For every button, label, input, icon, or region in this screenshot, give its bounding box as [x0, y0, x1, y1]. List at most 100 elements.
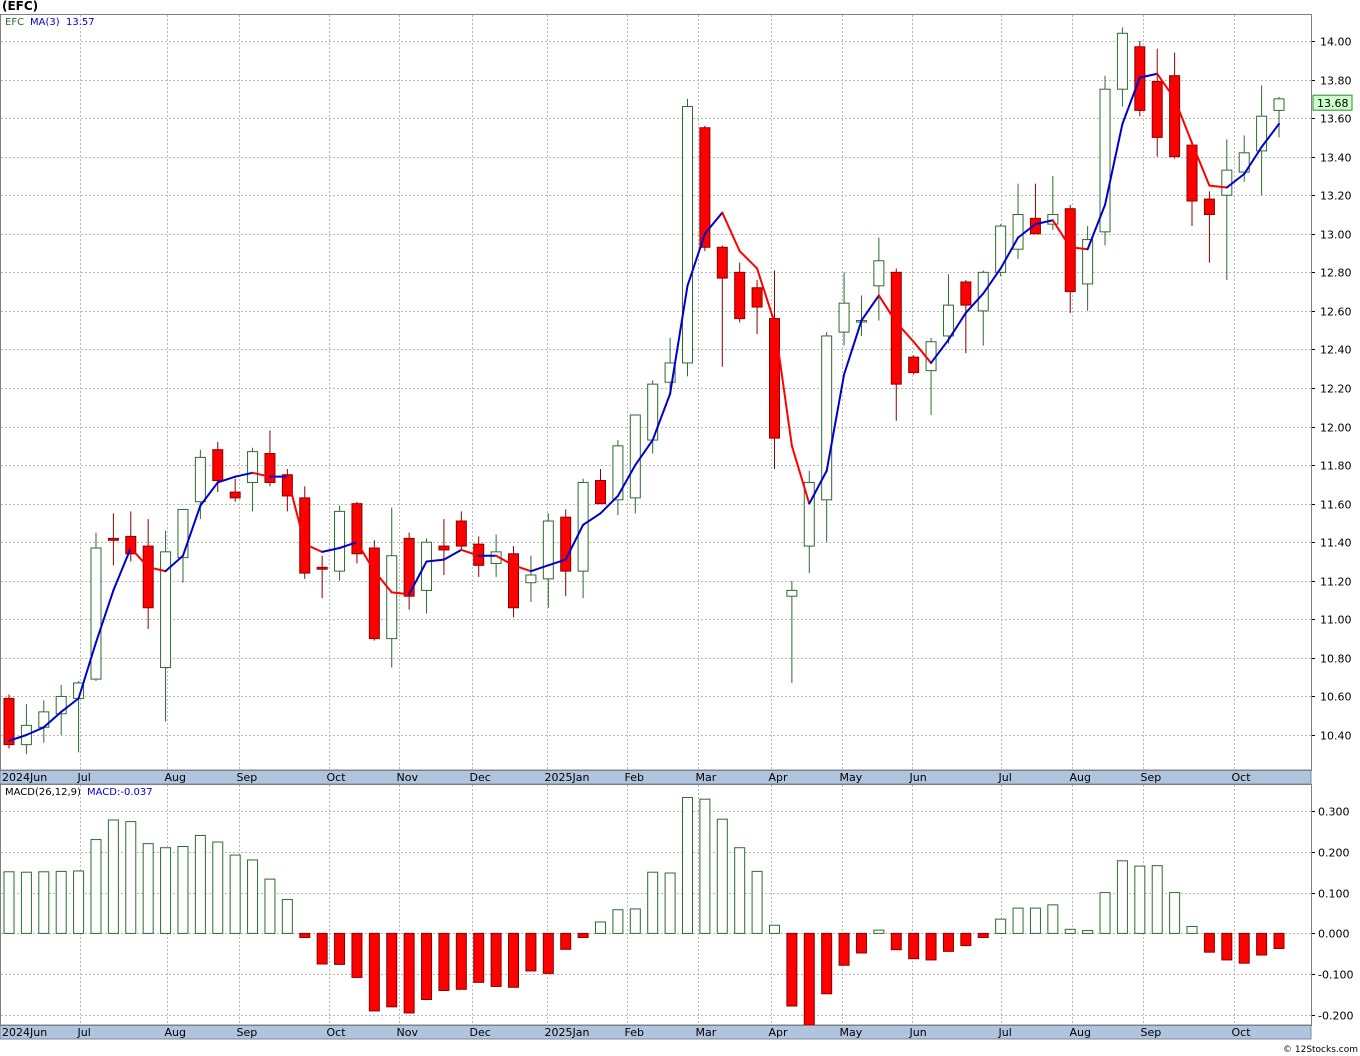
candle [316, 555, 328, 599]
price-tick-label: 13.00 [1320, 229, 1352, 242]
macd-bar [577, 932, 589, 938]
macd-bar [716, 818, 728, 934]
macd-legend-value: MACD:-0.037 [87, 787, 153, 798]
macd-bar [751, 870, 763, 934]
ma-segment [547, 558, 567, 567]
candle [508, 546, 520, 618]
candle [595, 468, 607, 505]
ma-segment [738, 250, 759, 270]
macd-tick-label: -0.200 [1318, 1010, 1353, 1023]
macd-bar [664, 872, 676, 934]
ma-segment [773, 321, 793, 447]
x-axis-label: Aug [1070, 1026, 1091, 1039]
macd-bar [368, 932, 380, 1012]
ma-segment [860, 294, 880, 322]
candle [960, 280, 972, 354]
candle-body [716, 246, 728, 279]
macd-bar [421, 932, 433, 1000]
x-axis-label: Jul [77, 771, 91, 784]
macd-tick-label: 0.100 [1318, 888, 1350, 901]
ma-segment [721, 211, 741, 253]
ma-segment [373, 570, 393, 594]
candle-body [1256, 115, 1268, 152]
price-tick-label: 11.20 [1320, 576, 1352, 589]
macd-bar [20, 871, 32, 934]
x-axis-label: Jul [998, 771, 1012, 784]
candle [55, 684, 67, 735]
macd-histogram [3, 797, 1285, 1026]
macd-bar [1116, 860, 1128, 934]
candle [664, 337, 676, 396]
ma-segment [1086, 203, 1107, 251]
candle [1099, 75, 1111, 246]
macd-bar [264, 878, 276, 934]
last-price-value: 13.68 [1317, 97, 1349, 110]
x-axis-label: Sep [237, 771, 258, 784]
macd-bar [38, 871, 50, 934]
macd-bar [542, 932, 554, 974]
macd-tick-label: -0.100 [1318, 969, 1353, 982]
price-tick-label: 12.40 [1320, 344, 1352, 357]
macd-bar [699, 798, 711, 934]
ma-segment [8, 734, 28, 742]
macd-bar [1238, 932, 1250, 964]
macd-tick-label: 0.200 [1318, 847, 1350, 860]
candle [890, 268, 902, 421]
macd-bar [1151, 865, 1163, 934]
candle [942, 274, 954, 344]
candle-body [177, 508, 189, 559]
candle [3, 694, 15, 749]
candle-body [1012, 214, 1024, 250]
macd-x-axis-labels: 2024Jun Jul Aug Sep Oct Nov Dec 2025Jan Feb Mar Ap… [2, 1026, 1251, 1039]
x-axis-label: Dec [470, 771, 491, 784]
price-tick-label: 11.80 [1320, 460, 1352, 473]
x-axis-label: 2024Jun [2, 771, 47, 784]
ma-segment [164, 554, 184, 573]
price-tick-label: 12.20 [1320, 383, 1352, 396]
ma-segment [1260, 122, 1280, 149]
x-axis-label: Sep [1141, 1026, 1162, 1039]
candle [351, 501, 363, 564]
price-panel-frame [0, 14, 1312, 771]
ma-segment [181, 504, 202, 557]
moving-average-line [8, 72, 1280, 742]
candle [212, 441, 224, 493]
ma-segment [42, 710, 63, 729]
ma-segment [790, 444, 811, 505]
candle [734, 262, 746, 323]
x-axis-label: Dec [470, 1026, 491, 1039]
x-axis-label: May [840, 1026, 863, 1039]
ma-segment [355, 541, 376, 573]
candle-body [629, 414, 641, 499]
ma-segment [1017, 223, 1037, 239]
candle-body [125, 535, 137, 555]
macd-bar [1047, 904, 1059, 934]
x-axis-label: Aug [1070, 771, 1091, 784]
candle-body [229, 491, 241, 499]
macd-y-axis-ticks: 0.300 0.200 0.100 0.000 -0.100 -0.200 [1311, 806, 1353, 1023]
ma-segment [1069, 246, 1089, 251]
candle-body [803, 481, 815, 547]
candle-body [455, 520, 467, 547]
macd-bar [960, 932, 972, 947]
price-legend-ticker: EFC [5, 17, 24, 28]
macd-bar [942, 932, 954, 952]
price-tick-label: 11.40 [1320, 537, 1352, 550]
last-price-tag: 13.68 [1312, 94, 1353, 111]
candle [768, 270, 780, 469]
x-axis-label: May [840, 771, 863, 784]
price-tick-label: 12.60 [1320, 306, 1352, 319]
x-axis-label: Apr [769, 771, 789, 784]
macd-bar [403, 932, 415, 1014]
candle-body [595, 480, 607, 505]
candle [977, 270, 989, 346]
ma-segment [843, 319, 863, 376]
candle-body [873, 260, 885, 287]
x-axis-label: Oct [1232, 1026, 1252, 1039]
macd-bar [1169, 892, 1181, 934]
ma-segment [147, 566, 167, 573]
macd-bar [177, 845, 189, 934]
macd-bar [873, 929, 885, 934]
candle-body [560, 516, 572, 572]
x-axis-label: Mar [696, 771, 717, 784]
